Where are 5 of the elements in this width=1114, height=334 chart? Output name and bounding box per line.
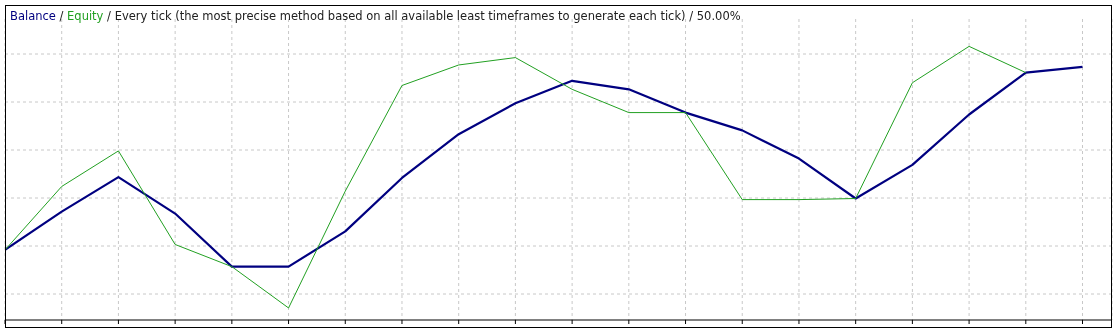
text: Equity: [67, 9, 104, 23]
text: /: [107, 9, 111, 23]
chart-title: Every tick (the most precise method based on all available least timeframes to generate each tick) / 50.00%: [114, 9, 741, 23]
text: Balance: [10, 9, 56, 23]
text: /: [59, 9, 64, 23]
